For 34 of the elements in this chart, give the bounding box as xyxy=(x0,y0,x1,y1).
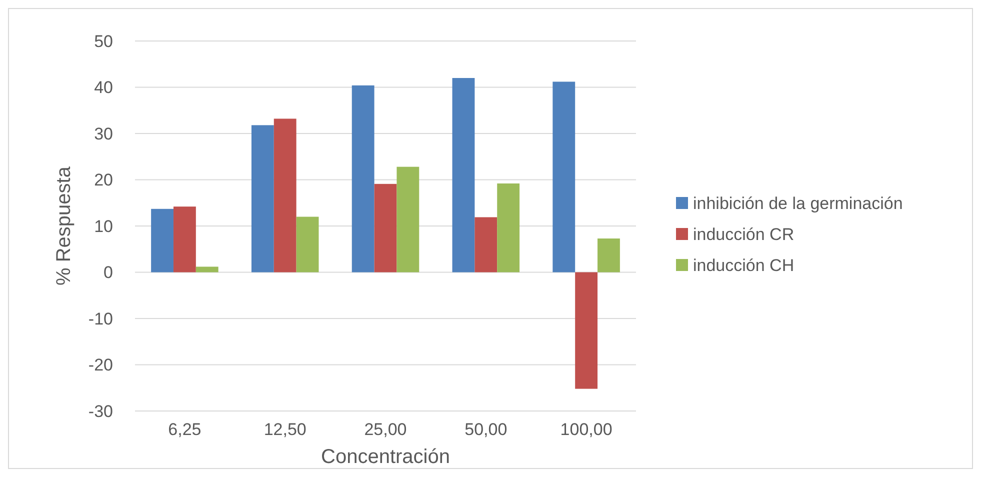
x-tick-label: 6,25 xyxy=(168,420,202,439)
bar xyxy=(575,272,598,389)
legend-label: inducción CR xyxy=(693,224,794,244)
bar xyxy=(274,118,296,272)
legend-label: inducción CH xyxy=(693,256,794,275)
bar xyxy=(374,184,397,272)
x-tick-label: 50,00 xyxy=(464,420,508,439)
bar xyxy=(598,238,620,272)
y-tick-label: 20 xyxy=(94,170,113,190)
x-axis-title: Concentración xyxy=(321,446,450,468)
y-tick-label: -30 xyxy=(88,402,113,421)
x-tick-label: 12,50 xyxy=(264,420,306,439)
bar xyxy=(296,216,319,272)
y-tick-label: 10 xyxy=(94,216,113,236)
bar xyxy=(474,217,498,272)
y-tick-label: -10 xyxy=(88,309,113,328)
y-axis-title: % Respuesta xyxy=(53,166,75,286)
x-tick-label: 25,00 xyxy=(364,420,407,439)
y-tick-label: 40 xyxy=(94,78,113,98)
bar xyxy=(196,266,218,272)
legend-label: inhibición de la germinación xyxy=(693,194,903,213)
bar xyxy=(173,206,196,272)
y-tick-label: 50 xyxy=(94,32,113,51)
y-tick-label: -20 xyxy=(88,356,113,375)
bar xyxy=(251,125,274,272)
bar xyxy=(352,85,374,272)
y-tick-label: 30 xyxy=(94,124,113,144)
bar xyxy=(552,82,576,272)
bar xyxy=(452,78,475,272)
y-tick-label: 0 xyxy=(104,263,113,282)
bar xyxy=(396,166,420,272)
bar xyxy=(497,183,520,272)
bar xyxy=(151,208,174,272)
x-tick-label: 100,00 xyxy=(560,420,612,439)
